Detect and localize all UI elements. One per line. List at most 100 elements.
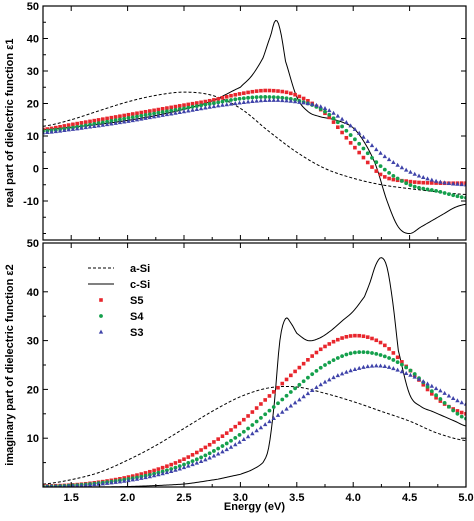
series-s4-point	[173, 107, 178, 112]
series-s5-point	[425, 181, 430, 185]
series-s3-point	[433, 386, 439, 391]
series-s5-point	[365, 160, 370, 165]
series-s3-point	[66, 483, 71, 487]
series-s3-point	[331, 375, 336, 380]
series-s5-point	[340, 130, 344, 135]
series-s3-point	[305, 101, 311, 106]
series-s3-point	[356, 130, 362, 135]
series-s3-point	[459, 182, 464, 187]
series-s4-point	[182, 462, 186, 467]
series-s5-point	[143, 109, 148, 114]
y-tick-label: 50	[27, 1, 39, 13]
series-s3-point	[386, 364, 392, 369]
series-s3-point	[365, 138, 370, 143]
series-s5-point	[173, 461, 178, 465]
series-s3-point	[117, 120, 123, 125]
series-s5-point	[464, 181, 466, 185]
series-s3-point	[156, 113, 161, 118]
series-s3-point	[438, 179, 443, 184]
series-s4-point	[229, 98, 233, 102]
series-s4-point	[434, 188, 438, 193]
series-s5-markers	[43, 88, 466, 186]
panel-bottom: 10 20 30 40 50 1.5 2.0 2.5 3.0 3.5 4.0 4.5 5.0 Energy…	[4, 238, 474, 513]
series-s5-point	[271, 390, 276, 394]
series-s3-point	[262, 422, 268, 427]
series-s3-point	[181, 465, 187, 470]
series-s4-point	[429, 389, 434, 394]
y-tick-label: 10	[27, 433, 39, 445]
series-s4-point	[288, 390, 293, 394]
series-s5-point	[430, 392, 434, 396]
series-s5-point	[434, 395, 438, 400]
series-s5-point	[229, 93, 233, 98]
legend-item-s5: S5	[99, 295, 143, 307]
series-s4-point	[199, 103, 203, 108]
y-tick-label: 30	[27, 66, 39, 78]
series-group	[43, 19, 466, 235]
series-s3-point	[220, 102, 225, 107]
series-s5-point	[139, 110, 144, 115]
series-s4-point	[250, 423, 255, 427]
series-s3-point	[275, 412, 281, 417]
series-group	[43, 257, 466, 487]
series-s4-point	[387, 170, 391, 175]
series-s3-point	[331, 110, 336, 115]
series-s5-point	[280, 381, 285, 386]
series-s3-point	[49, 484, 54, 487]
legend-item-c-si: c-Si	[88, 279, 150, 291]
series-s5-point	[169, 462, 173, 467]
series-s3-point	[305, 391, 311, 396]
series-s5-point	[289, 373, 293, 378]
series-s3-point	[207, 455, 212, 460]
series-s5-point	[148, 469, 152, 474]
series-s3-point	[83, 482, 88, 487]
series-s5-point	[220, 434, 225, 438]
series-a-si-line	[43, 91, 466, 195]
series-s3-point	[130, 477, 135, 482]
series-s5-point	[365, 335, 370, 339]
series-s5-point	[186, 455, 191, 459]
series-s4-point	[263, 412, 268, 417]
legend-item-a-si: a-Si	[88, 263, 150, 275]
series-s3-point	[250, 431, 255, 436]
series-s3-point	[62, 128, 67, 133]
series-s4-point	[237, 433, 242, 437]
series-s5-point	[263, 88, 267, 93]
series-s4-point	[130, 115, 135, 120]
series-s5-point	[250, 89, 255, 94]
series-s5-point	[165, 464, 169, 468]
series-s3-point	[382, 364, 388, 369]
series-s4-point	[348, 351, 353, 356]
series-s4-point	[425, 384, 430, 389]
series-s4-point	[207, 451, 212, 456]
series-s4-point	[135, 114, 139, 119]
series-s4-point	[353, 350, 357, 355]
series-s5-point	[387, 347, 391, 351]
series-s3-point	[433, 178, 439, 183]
series-s5-point	[152, 468, 156, 473]
series-s3-point	[126, 478, 131, 483]
series-s5-point	[203, 99, 208, 104]
series-s4-point	[152, 111, 156, 116]
series-s3-point	[156, 472, 161, 477]
series-s3-point	[425, 176, 430, 181]
series-s4-point	[455, 411, 460, 416]
series-s3-point	[344, 120, 349, 125]
series-s4-point	[400, 362, 404, 367]
series-s5-point	[276, 385, 280, 390]
series-s4-point	[434, 393, 438, 398]
series-s5-point	[336, 125, 340, 130]
series-s3-point	[237, 100, 242, 105]
series-s5-point	[297, 365, 302, 370]
series-s5-point	[92, 118, 97, 123]
series-s4-point	[169, 108, 174, 113]
series-s5-point	[246, 414, 250, 418]
series-s5-point	[169, 105, 173, 110]
series-s3-point	[220, 449, 225, 454]
series-s3-point	[45, 130, 50, 135]
series-s5-point	[271, 88, 276, 93]
series-s3-point	[429, 383, 435, 388]
series-s3-point	[160, 471, 165, 476]
series-s4-point	[378, 353, 383, 357]
series-s3-point	[339, 116, 345, 121]
